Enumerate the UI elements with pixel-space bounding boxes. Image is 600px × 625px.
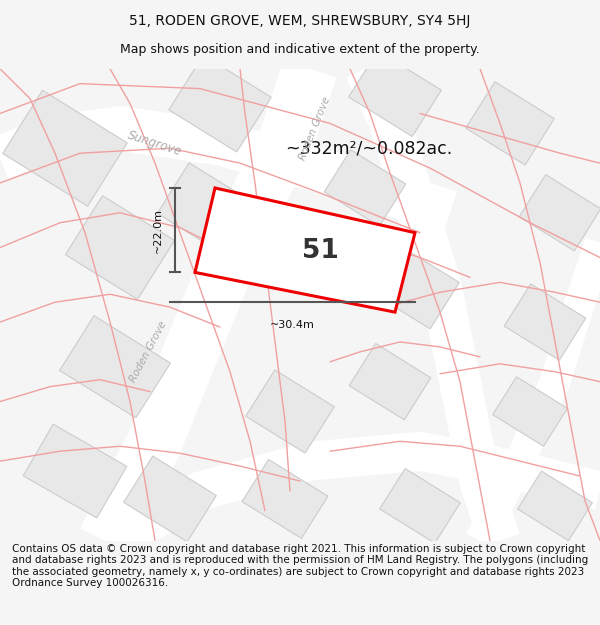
Polygon shape — [59, 316, 170, 418]
Polygon shape — [124, 456, 217, 542]
Text: Sungrove: Sungrove — [126, 128, 184, 158]
Text: ~30.4m: ~30.4m — [270, 320, 315, 330]
Polygon shape — [23, 424, 127, 518]
Text: Roden Grove: Roden Grove — [128, 319, 168, 384]
Polygon shape — [518, 471, 592, 541]
Polygon shape — [65, 196, 175, 299]
Text: ~22.0m: ~22.0m — [153, 208, 163, 252]
Polygon shape — [195, 188, 415, 312]
Polygon shape — [242, 459, 328, 538]
Polygon shape — [3, 90, 127, 206]
Text: Map shows position and indicative extent of the property.: Map shows position and indicative extent… — [120, 42, 480, 56]
Polygon shape — [371, 246, 459, 329]
Polygon shape — [519, 174, 600, 251]
Text: 51, RODEN GROVE, WEM, SHREWSBURY, SY4 5HJ: 51, RODEN GROVE, WEM, SHREWSBURY, SY4 5H… — [130, 14, 470, 28]
Polygon shape — [466, 82, 554, 165]
Polygon shape — [493, 377, 568, 446]
Polygon shape — [246, 370, 334, 453]
Text: Roden Grove: Roden Grove — [298, 95, 332, 162]
Polygon shape — [380, 469, 460, 543]
Text: ~332m²/~0.082ac.: ~332m²/~0.082ac. — [285, 139, 452, 158]
Polygon shape — [349, 51, 442, 136]
Polygon shape — [504, 284, 586, 360]
Polygon shape — [169, 55, 271, 152]
Polygon shape — [349, 344, 431, 420]
Polygon shape — [324, 150, 406, 226]
Text: Contains OS data © Crown copyright and database right 2021. This information is : Contains OS data © Crown copyright and d… — [12, 544, 588, 588]
Text: 51: 51 — [302, 238, 338, 264]
Polygon shape — [157, 163, 253, 253]
